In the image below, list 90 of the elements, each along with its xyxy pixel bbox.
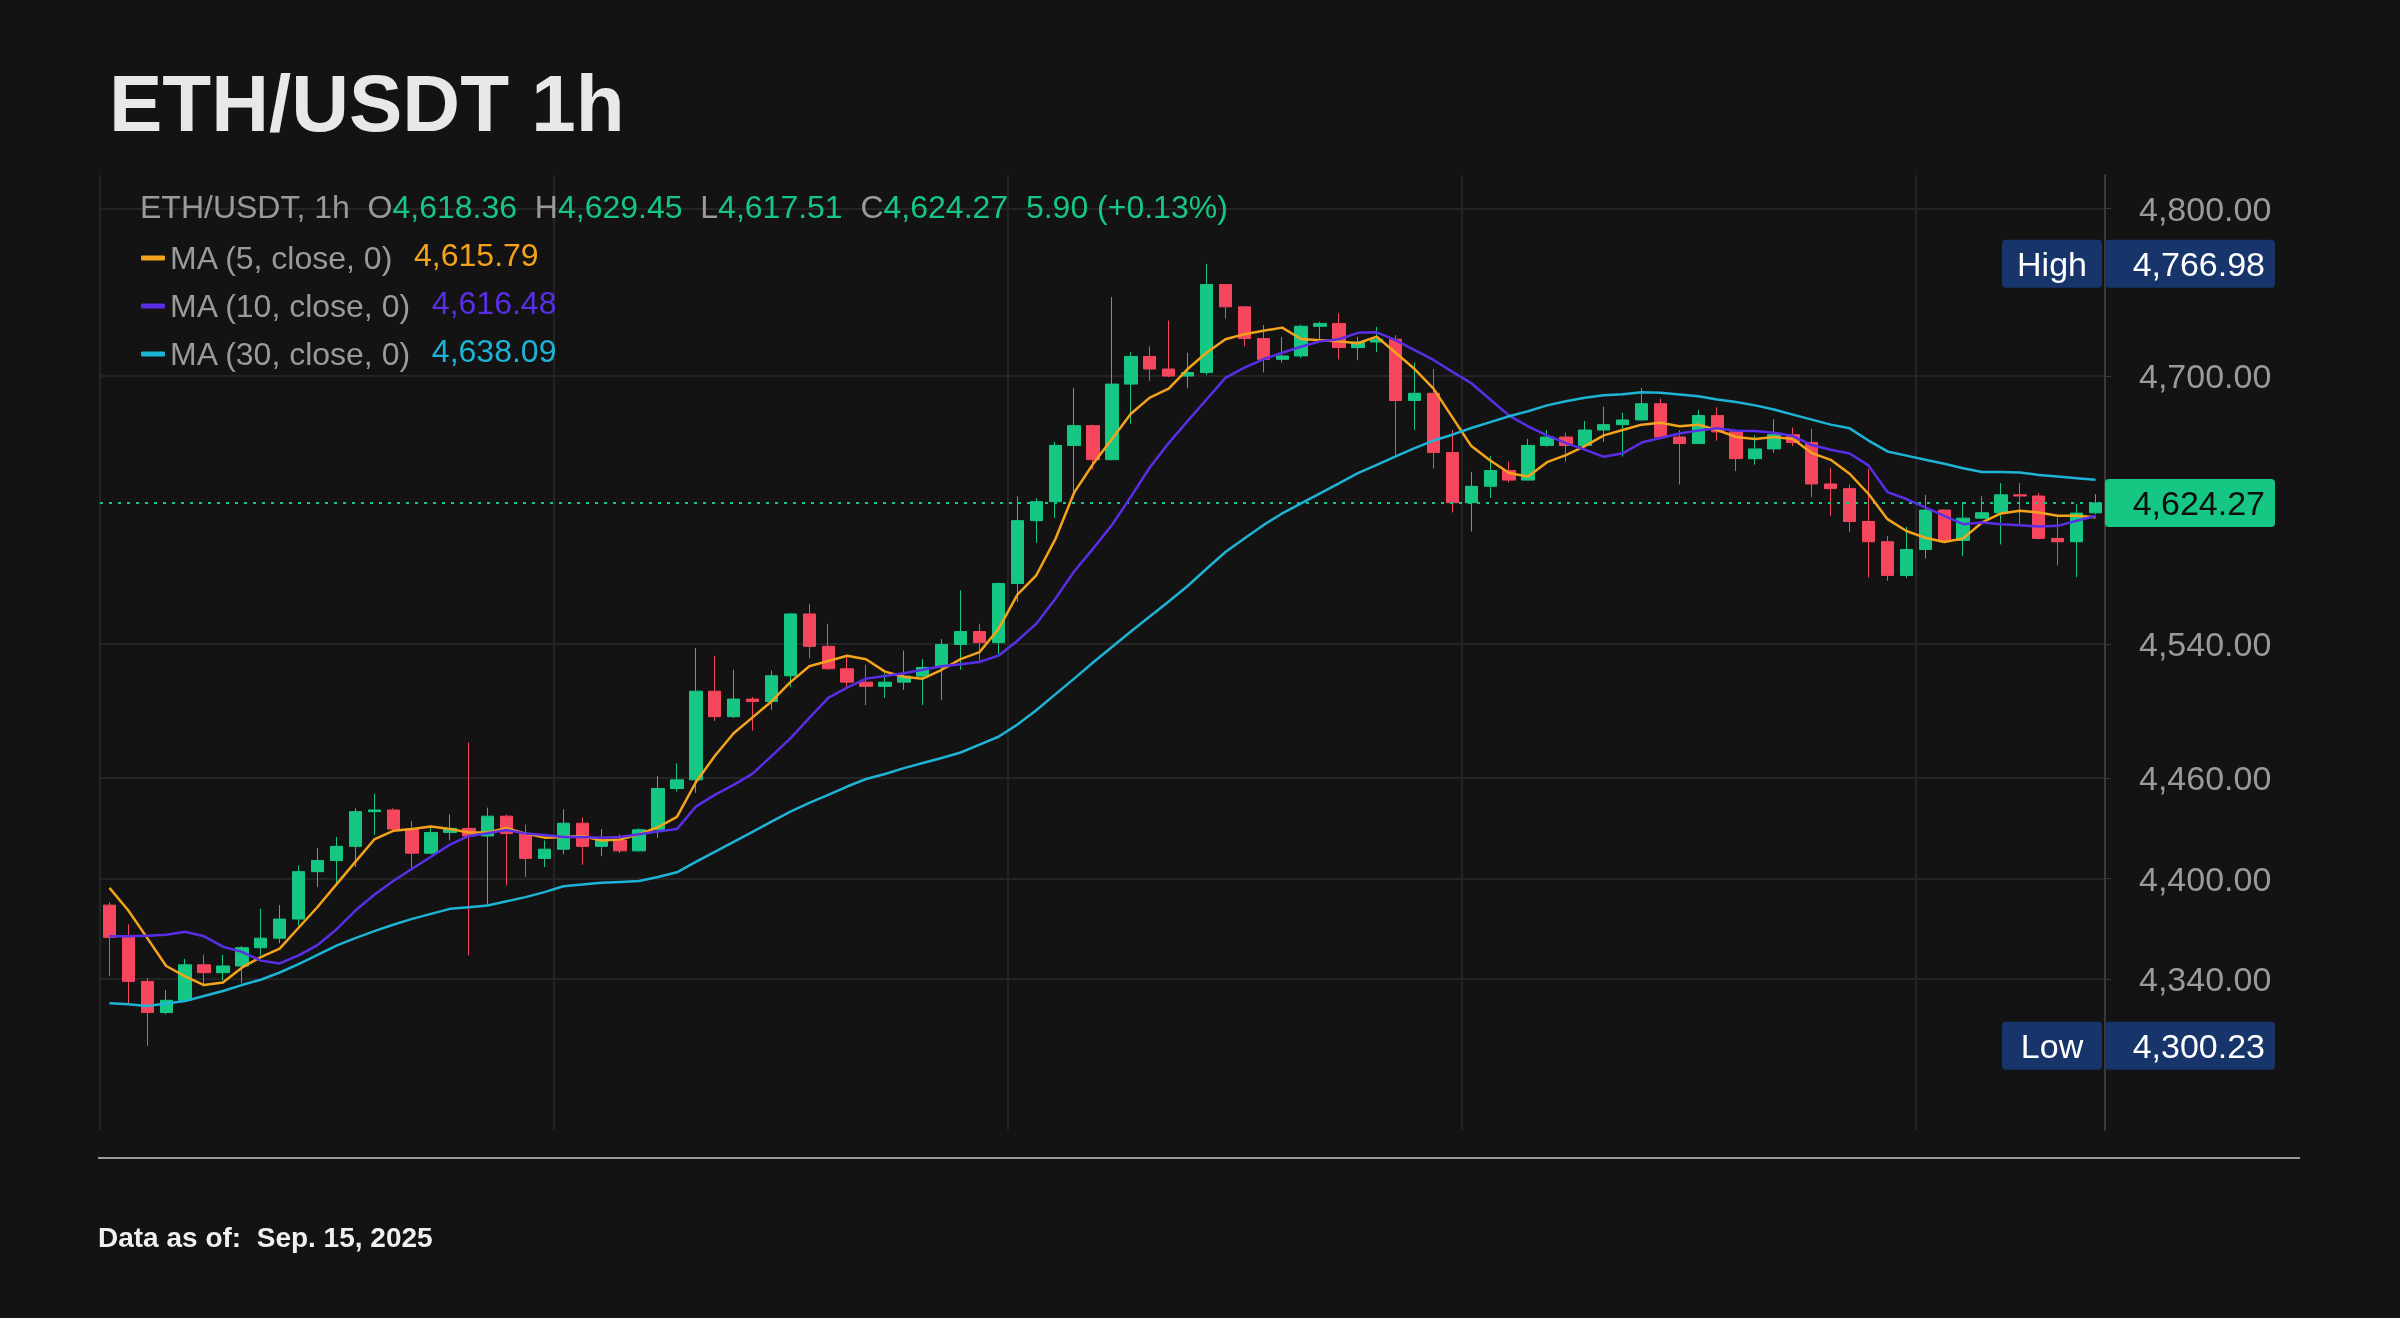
candlestick [1597,406,1610,443]
candlestick [2051,516,2064,566]
candlestick [1276,336,1289,363]
candlestick [387,807,400,832]
y-tick-label: 4,540.00 [2139,625,2272,664]
candlestick [1862,468,1875,578]
candlestick [178,958,192,1003]
candlestick [1578,420,1592,448]
candlestick [878,672,892,699]
candlestick [746,696,759,732]
candlestick [141,977,154,1047]
candlestick [1729,429,1743,472]
candlestick [992,581,1005,655]
candlestick [1843,483,1856,533]
candlestick [689,647,703,794]
candlestick [727,669,740,719]
candlestick [1446,429,1459,513]
candlestick [1427,368,1440,470]
candlestick [1824,467,1837,517]
candlestick [1219,284,1232,320]
text: Data as of: Sep. 15, 2025 [98,1221,433,1253]
text: 4,766.98 [2132,244,2265,283]
y-tick-label: 4,700.00 [2139,357,2272,396]
y-tick-label: 4,800.00 [2139,189,2272,228]
candlestick [1521,438,1535,481]
candlestick [613,833,627,854]
candlestick [1408,362,1421,431]
candlestick [954,589,967,671]
candlestick [1748,434,1762,466]
candlestick [1238,306,1251,347]
candlestick [1900,526,1913,579]
candlestick [330,836,343,884]
candlestick [973,623,986,664]
candlestick [1673,429,1686,486]
candlestick [311,847,324,888]
candlestick [859,664,873,706]
candlestick [349,807,362,868]
candlestick [1616,412,1629,458]
candlestick [2013,482,2027,526]
legend-label: MA (30, close, 0) [170,336,411,372]
candlestick [1162,320,1175,378]
y-tick-label: 4,340.00 [2139,960,2272,999]
candlestick [1143,345,1156,382]
annotation: 4,615.79 [414,237,539,273]
chart-title: ETH/USDT 1h [109,58,625,148]
candlestick [1313,321,1327,342]
candlestick [1200,263,1213,376]
candlestick [1635,387,1648,422]
annotation: High [2017,244,2087,283]
candlestick [216,954,230,981]
candlestick [1105,296,1119,461]
candlestick [651,775,665,839]
text: ETH/USDT, 1h O4,618.36 H4,629.45 L4,617.51 C4,624.27 5.90 (+0.13%) [140,189,1228,225]
candlestick [103,901,116,977]
candlestick [784,612,797,688]
y-tick-label: 4,460.00 [2139,759,2272,798]
candlestick [935,638,948,701]
ref-line-label: 4,624.27 [2132,483,2265,522]
candlestick [122,923,135,1005]
candlestick [1067,387,1081,494]
candlestick [1086,424,1100,470]
candlestick [1654,398,1667,440]
candlestick [1257,324,1270,374]
candlestick [254,908,267,956]
candlestick [557,808,570,855]
legend-label: MA (10, close, 0) [170,288,411,324]
annotation: 4,616.48 [431,285,557,321]
candlestick [273,904,286,944]
candlestick [1484,455,1497,499]
candlestick [538,839,551,868]
annotation: Low [2020,1026,2084,1065]
candlestick [765,670,778,711]
candlestick [1389,334,1402,456]
candlestick [197,954,211,986]
candlestick [708,655,721,722]
candlestick [670,762,684,793]
candlestick [405,820,419,870]
text: 4,300.23 [2132,1026,2265,1065]
candlestick [1881,535,1894,582]
candlestick [1124,351,1138,425]
y-tick-label: 4,400.00 [2139,859,2272,898]
candlestick [840,655,854,688]
annotation: 4,638.09 [431,333,557,369]
candlestick [519,824,532,878]
candlestick [292,864,305,927]
candlestick [368,793,381,836]
candlestick [803,603,816,659]
candlestick [1938,508,1951,542]
candlestick [424,827,438,855]
legend-label: MA (5, close, 0) [170,240,393,276]
